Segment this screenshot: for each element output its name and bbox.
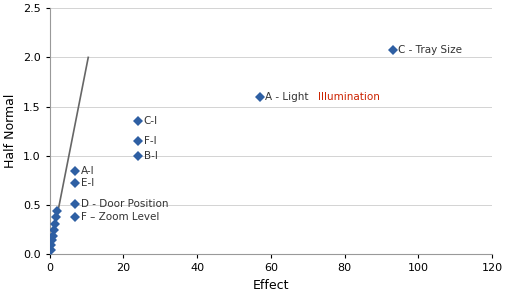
Text: C - Tray Size: C - Tray Size — [398, 44, 462, 54]
Text: F-I: F-I — [143, 136, 156, 146]
Text: E-I: E-I — [81, 178, 94, 188]
Text: B-I: B-I — [143, 151, 158, 161]
Text: A-I: A-I — [81, 165, 94, 176]
Text: A - Light: A - Light — [265, 92, 312, 102]
Text: D - Door Position: D - Door Position — [81, 199, 168, 209]
Text: C-I: C-I — [143, 116, 158, 126]
Y-axis label: Half Normal: Half Normal — [4, 94, 17, 168]
Text: Illumination: Illumination — [318, 92, 380, 102]
X-axis label: Effect: Effect — [252, 279, 289, 292]
Text: F – Zoom Level: F – Zoom Level — [81, 212, 159, 222]
